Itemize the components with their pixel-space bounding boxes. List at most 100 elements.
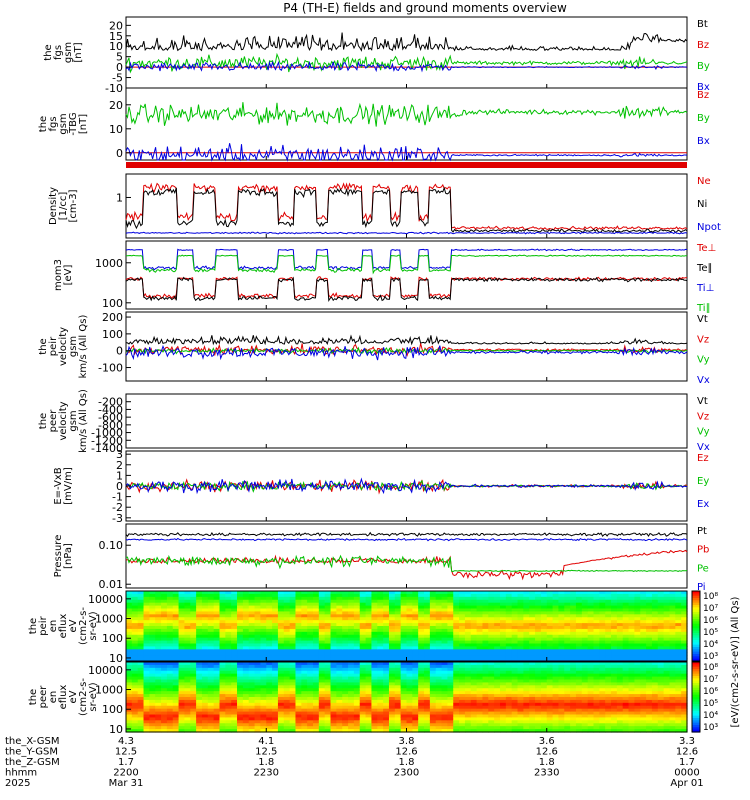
spectrogram-cell	[593, 599, 600, 604]
spectrogram-cell	[207, 649, 215, 653]
spectrogram-cell	[400, 699, 408, 704]
colorbar-cell	[692, 595, 700, 599]
spectrogram-cell	[383, 617, 390, 621]
spectrogram-cell	[505, 685, 513, 689]
spectrogram-cell	[289, 643, 297, 648]
spectrogram-cell	[529, 643, 536, 648]
spectrogram-cell	[219, 714, 226, 719]
spectrogram-cell	[412, 676, 419, 681]
spectrogram-cell	[237, 614, 244, 618]
spectrogram-cell	[482, 717, 489, 721]
spectrogram-cell	[540, 637, 548, 642]
spectrogram-cell	[172, 655, 180, 659]
spectrogram-cell	[634, 697, 641, 701]
spectrogram-cell	[161, 620, 168, 624]
spectrogram-cell	[435, 711, 443, 716]
spectrogram-cell	[564, 602, 571, 607]
spectrogram-cell	[651, 682, 659, 686]
spectrogram-cell	[575, 682, 583, 686]
spectrogram-cell	[371, 694, 378, 698]
spectrogram-cell	[570, 605, 577, 610]
spectrogram-cell	[231, 626, 238, 630]
spectrogram-cell	[616, 631, 624, 636]
orbit-row-value: 12.6	[536, 747, 558, 758]
spectrogram-cell	[149, 614, 156, 618]
spectrogram-cell	[663, 626, 671, 630]
spectrogram-cell	[505, 720, 513, 724]
spectrogram-cell	[616, 602, 624, 607]
spectrogram-cell	[231, 643, 238, 648]
spectrogram-cell	[324, 628, 332, 633]
spectrogram-cell	[166, 664, 174, 669]
spectrogram-cell	[500, 723, 507, 727]
spectrogram-cell	[383, 640, 390, 645]
spectrogram-cell	[616, 658, 624, 662]
spectrogram-cell	[342, 667, 349, 672]
spectrogram-cell	[266, 599, 273, 604]
spectrogram-cell	[470, 658, 478, 662]
spectrogram-cell	[155, 694, 162, 698]
spectrogram-cell	[587, 620, 595, 624]
spectrogram-cell	[523, 649, 530, 653]
spectrogram-cell	[605, 691, 612, 695]
spectrogram-cell	[237, 723, 244, 727]
spectrogram-cell	[564, 697, 571, 701]
spectrogram-cell	[435, 729, 443, 733]
spectrogram-cell	[651, 705, 659, 710]
spectrogram-cell	[657, 626, 665, 630]
spectrogram-cell	[494, 723, 501, 727]
spectrogram-cell	[529, 637, 536, 642]
spectrogram-cell	[196, 685, 203, 689]
spectrogram-cell	[289, 708, 297, 713]
spectrogram-cell	[675, 646, 682, 650]
spectrogram-cell	[137, 662, 145, 666]
spectrogram-cell	[540, 711, 548, 716]
legend-efield-0: Ez	[697, 453, 709, 464]
spectrogram-cell	[342, 593, 349, 598]
spectrogram-cell	[523, 620, 530, 624]
spectrogram-cell	[155, 702, 162, 707]
spectrogram-cell	[429, 705, 437, 710]
spectrogram-cell	[348, 694, 355, 698]
spectrogram-cell	[143, 649, 150, 653]
spectrogram-cell	[295, 623, 302, 627]
spectrogram-cell	[131, 673, 139, 678]
spectrogram-cell	[500, 599, 507, 604]
spectrogram-cell	[540, 699, 548, 704]
spectrogram-cell	[260, 667, 267, 672]
spectrogram-cell	[424, 596, 431, 601]
spectrogram-cell	[575, 643, 583, 648]
spectrogram-cell	[564, 711, 571, 716]
spectrogram-cell	[336, 646, 343, 650]
spectrogram-cell	[669, 655, 676, 659]
spectrogram-cell	[616, 649, 624, 653]
spectrogram-cell	[535, 670, 542, 675]
spectrogram-cell	[412, 708, 419, 713]
spectrogram-cell	[400, 679, 408, 684]
spectrogram-cell	[260, 640, 267, 645]
spectrogram-cell	[383, 631, 390, 636]
spectrogram-cell	[201, 720, 209, 724]
spectrogram-cell	[283, 711, 291, 716]
spectrogram-cell	[248, 662, 256, 666]
spectrogram-cell	[681, 729, 688, 733]
spectrogram-cell	[581, 679, 589, 684]
spectrogram-cell	[184, 711, 191, 716]
spectrogram-cell	[500, 602, 507, 607]
spectrogram-cell	[488, 673, 495, 678]
spectrogram-cell	[424, 717, 431, 721]
spectrogram-cell	[535, 705, 542, 710]
spectrogram-cell	[523, 676, 530, 681]
spectrogram-cell	[663, 617, 671, 621]
spectrogram-cell	[675, 602, 682, 607]
spectrogram-cell	[628, 646, 635, 650]
spectrogram-cell	[476, 631, 484, 636]
spectrogram-cell	[377, 614, 384, 618]
spectrogram-cell	[383, 602, 390, 607]
spectrogram-cell	[640, 720, 647, 724]
spectrogram-cell	[616, 691, 624, 695]
spectrogram-cell	[564, 599, 571, 604]
spectrogram-cell	[570, 720, 577, 724]
spectrogram-cell	[336, 676, 343, 681]
spectrogram-cell	[622, 599, 630, 604]
